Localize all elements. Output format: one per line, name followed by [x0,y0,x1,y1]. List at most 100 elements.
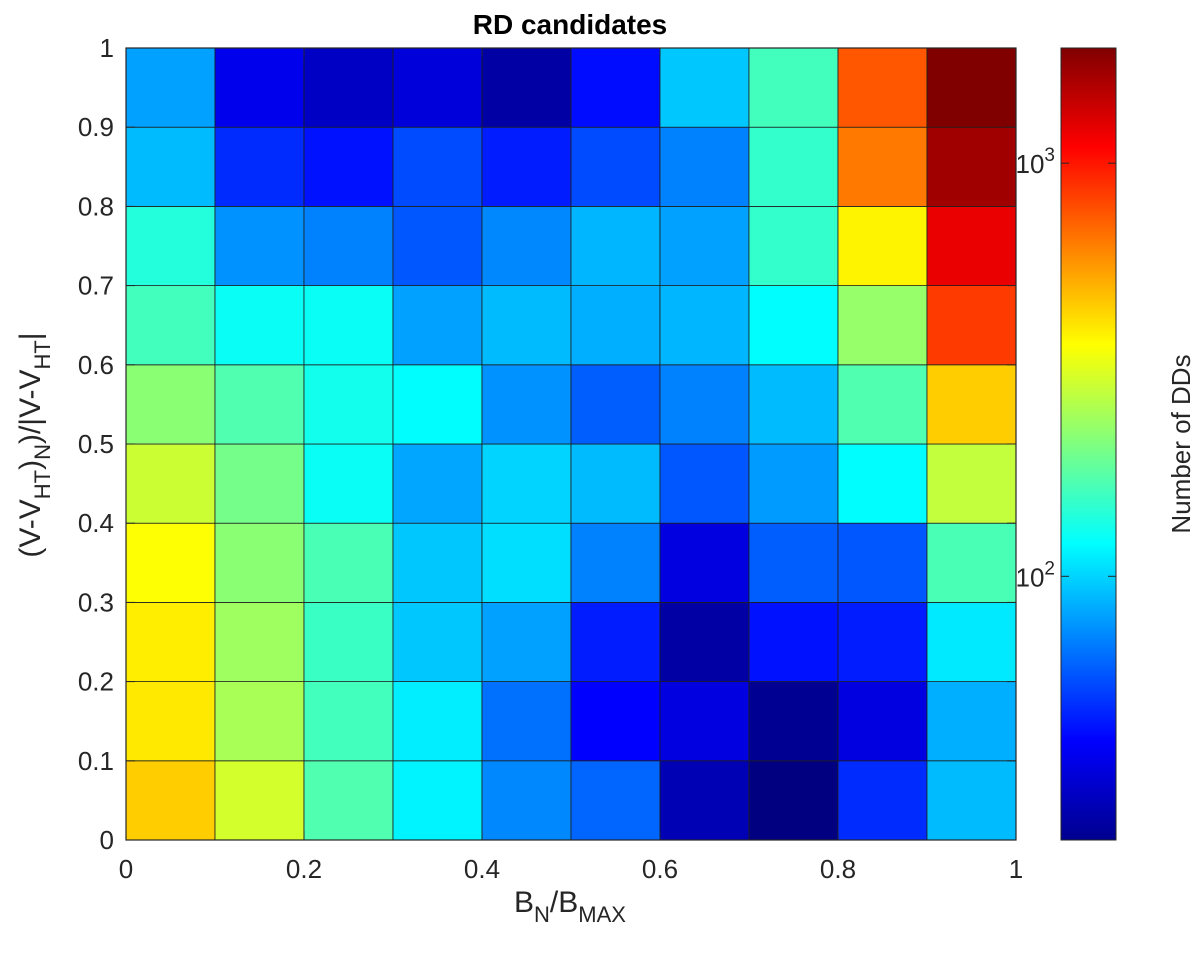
heatmap-cell [125,760,216,841]
heatmap-cell [659,681,750,762]
heatmap-cell [214,205,305,286]
heatmap-cell [748,285,839,366]
heatmap-cell [659,443,750,524]
heatmap-cell [659,126,750,207]
heatmap-cell [392,47,483,128]
y-axis-label: (V-VHT)N)/|V-VHT| [14,332,55,557]
heatmap-cell [303,760,394,841]
heatmap-cell [303,522,394,603]
heatmap-cell [214,285,305,366]
heatmap-cell [125,126,216,207]
heatmap-cell [926,443,1017,524]
heatmap-cell [125,205,216,286]
heatmap-cell [926,522,1017,603]
heatmap-cells [125,47,1017,841]
x-tick-label: 0 [119,854,133,884]
heatmap-cell [926,760,1017,841]
y-tick-label: 1 [100,33,114,63]
heatmap-cell [837,285,928,366]
heatmap-cell [570,364,661,445]
chart-title: RD candidates [473,9,668,40]
heatmap-cell [659,205,750,286]
heatmap-cell [214,443,305,524]
y-tick-label: 0 [100,825,114,855]
heatmap-cell [748,522,839,603]
heatmap-cell [392,681,483,762]
heatmap-cell [214,126,305,207]
heatmap-cell [748,602,839,683]
heatmap-cell [392,126,483,207]
heatmap-cell [392,285,483,366]
heatmap-cell [570,443,661,524]
heatmap-cell [303,443,394,524]
y-tick-label: 0.6 [78,350,114,380]
heatmap-cell [392,364,483,445]
colorbar [1060,47,1117,841]
heatmap-cell [837,760,928,841]
heatmap-cell [837,205,928,286]
heatmap-cell [748,47,839,128]
x-tick-label: 0.4 [464,854,500,884]
heatmap-cell [659,522,750,603]
heatmap-cell [659,760,750,841]
x-tick-label: 1 [1009,854,1023,884]
x-tick-label: 0.2 [286,854,322,884]
heatmap-cell [570,522,661,603]
heatmap-cell [303,47,394,128]
heatmap-cell [303,205,394,286]
heatmap-cell [481,285,572,366]
heatmap-cell [837,443,928,524]
heatmap-cell [214,760,305,841]
heatmap-cell [481,681,572,762]
heatmap-cell [748,681,839,762]
y-tick-label: 0.1 [78,746,114,776]
heatmap-cell [214,602,305,683]
heatmap-cell [837,681,928,762]
colorbar-label: Number of DDs [1166,354,1196,533]
heatmap-cell [125,602,216,683]
heatmap-cell [303,126,394,207]
heatmap-cell [125,47,216,128]
heatmap-cell [748,205,839,286]
heatmap-cell [659,602,750,683]
x-tick-label: 0.8 [820,854,856,884]
heatmap-cell [392,205,483,286]
heatmap-cell [481,47,572,128]
heatmap-cell [837,364,928,445]
heatmap-cell [748,364,839,445]
heatmap-cell [837,602,928,683]
heatmap-cell [659,285,750,366]
x-tick-label: 0.6 [642,854,678,884]
colorbar-tick-label: 103 [1016,145,1056,179]
heatmap-cell [570,126,661,207]
heatmap-cell [481,602,572,683]
heatmap-cell [837,47,928,128]
y-tick-label: 0.8 [78,191,114,221]
heatmap-cell [214,681,305,762]
y-tick-label: 0.5 [78,429,114,459]
heatmap-cell [926,681,1017,762]
y-tick-label: 0.2 [78,667,114,697]
heatmap-cell [125,443,216,524]
heatmap-cell [481,364,572,445]
heatmap-cell [125,522,216,603]
heatmap-cell [303,364,394,445]
colorbar-tick-label: 102 [1016,558,1056,592]
heatmap-cell [570,760,661,841]
heatmap-cell [392,522,483,603]
x-axis-label: BN/BMAX [514,886,626,927]
heatmap-cell [214,364,305,445]
heatmap-cell [392,443,483,524]
heatmap-cell [570,205,661,286]
heatmap-cell [125,364,216,445]
heatmap-cell [303,285,394,366]
heatmap-cell [570,681,661,762]
heatmap-cell [481,522,572,603]
heatmap-cell [748,443,839,524]
heatmap-cell [214,522,305,603]
heatmap-cell [748,760,839,841]
heatmap-cell [926,602,1017,683]
colorbar-ticks: 102 103 [1016,145,1116,592]
heatmap-cell [481,760,572,841]
heatmap-cell [659,364,750,445]
